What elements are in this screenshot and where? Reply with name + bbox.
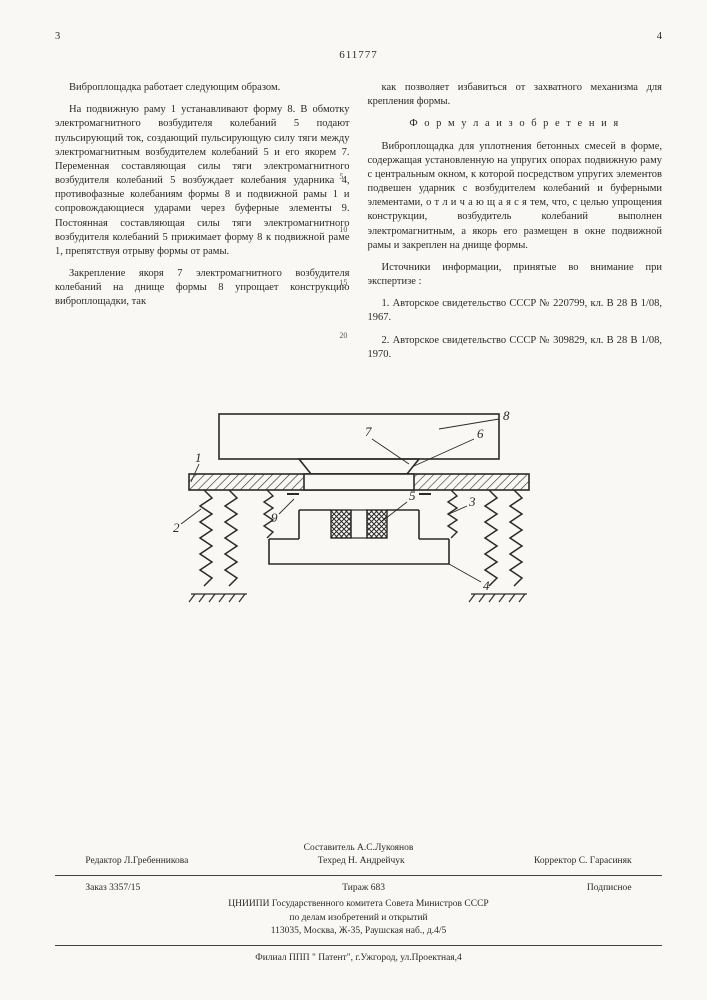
footer-corrector: Корректор С. Гарасиняк [534,855,632,869]
footer-org2: по делам изобретений и открытий [55,912,662,926]
line-marker: 20 [339,331,347,342]
para: Виброплощадка работает следующим образом… [55,81,350,95]
formula-heading: Ф о р м у л а и з о б р е т е н и я [368,117,663,131]
divider [55,875,662,876]
footer-order: Заказ 3357/15 [85,882,140,896]
footer-subscript: Подписное [587,882,632,896]
figure-diagram: 1 2 9 7 8 6 5 3 4 [149,394,569,624]
ref-item: 1. Авторское свидетельство СССР № 220799… [368,297,663,325]
line-marker: 5 [339,172,343,183]
footer-editor: Редактор Л.Гребенникова [85,855,188,869]
line-marker: 15 [339,278,347,289]
footer-techred: Техред Н. Андрейчук [318,855,405,869]
page: 3 4 611777 5 10 15 20 Виброплощадка рабо… [0,0,707,1000]
svg-text:3: 3 [468,494,476,509]
svg-text:8: 8 [503,408,510,423]
svg-text:5: 5 [409,488,416,503]
footer-tirage: Тираж 683 [342,882,385,896]
svg-text:4: 4 [483,578,490,593]
footer-addr: 113035, Москва, Ж-35, Раушская наб., д.4… [55,925,662,939]
svg-text:1: 1 [195,450,202,465]
right-column: как позволяет избавиться от захватного м… [368,81,663,370]
svg-text:6: 6 [477,426,484,441]
page-num-right: 4 [657,30,662,44]
left-column: Виброплощадка работает следующим образом… [55,81,350,370]
footer-credits: Редактор Л.Гребенникова Техред Н. Андрей… [85,855,631,869]
page-num-left: 3 [55,30,60,44]
svg-text:9: 9 [271,510,278,525]
ref-item: 2. Авторское свидетельство СССР № 309829… [368,334,663,362]
para: Источники информации, принятые во вниман… [368,261,663,289]
divider [55,945,662,946]
para: На подвижную раму 1 устанавливают форму … [55,103,350,259]
para: как позволяет избавиться от захватного м… [368,81,663,109]
svg-text:2: 2 [173,520,180,535]
doc-number: 611777 [55,48,662,63]
footer: Составитель А.С.Лукоянов Редактор Л.Греб… [55,842,662,966]
line-marker: 10 [339,225,347,236]
svg-text:7: 7 [365,424,372,439]
para: Закрепление якоря 7 электромагнитного во… [55,267,350,310]
footer-compiler: Составитель А.С.Лукоянов [55,842,662,856]
para: Виброплощадка для уплотнения бетонных см… [368,140,663,253]
footer-print: Заказ 3357/15 Тираж 683 Подписное [85,882,631,896]
text-columns: Виброплощадка работает следующим образом… [55,81,662,370]
footer-org1: ЦНИИПИ Государственного комитета Совета … [55,898,662,912]
footer-branch: Филиал ППП " Патент", г.Ужгород, ул.Прое… [55,952,662,966]
header-row: 3 4 [55,30,662,44]
